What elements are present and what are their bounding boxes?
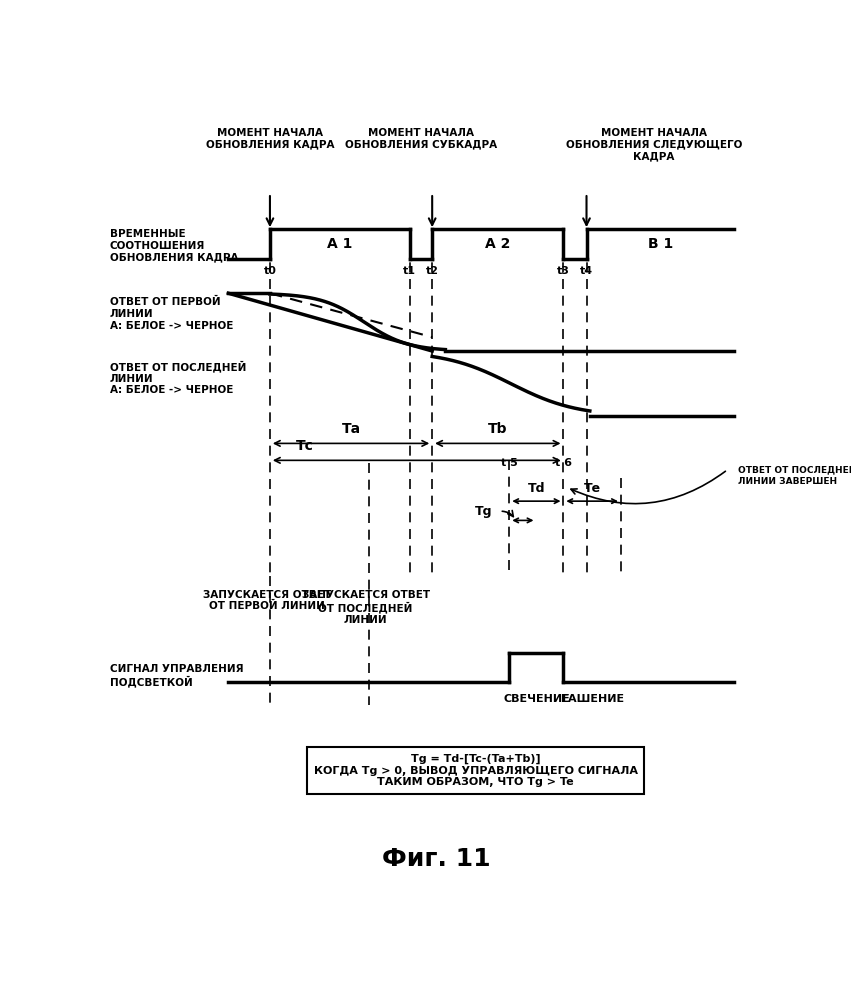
Text: Фиг. 11: Фиг. 11 bbox=[382, 847, 490, 871]
Text: МОМЕНТ НАЧАЛА
ОБНОВЛЕНИЯ СУБКАДРА: МОМЕНТ НАЧАЛА ОБНОВЛЕНИЯ СУБКАДРА bbox=[345, 128, 497, 149]
Text: Тg: Тg bbox=[476, 505, 493, 518]
Text: В 1: В 1 bbox=[648, 237, 673, 251]
Text: Тb: Тb bbox=[488, 422, 507, 436]
Text: t4: t4 bbox=[580, 266, 593, 276]
Text: СИГНАЛ УПРАВЛЕНИЯ
ПОДСВЕТКОЙ: СИГНАЛ УПРАВЛЕНИЯ ПОДСВЕТКОЙ bbox=[110, 664, 243, 688]
Text: Тс: Тс bbox=[296, 439, 314, 453]
Text: ОТВЕТ ОТ ПОСЛЕДНЕЙ
ЛИНИИ
А: БЕЛОЕ -> ЧЕРНОЕ: ОТВЕТ ОТ ПОСЛЕДНЕЙ ЛИНИИ А: БЕЛОЕ -> ЧЕР… bbox=[110, 360, 246, 395]
Text: t 5: t 5 bbox=[501, 458, 517, 468]
Text: t2: t2 bbox=[426, 266, 438, 276]
Text: t0: t0 bbox=[264, 266, 277, 276]
Text: t 6: t 6 bbox=[555, 458, 572, 468]
Text: t3: t3 bbox=[557, 266, 570, 276]
Text: Тd: Тd bbox=[528, 482, 545, 495]
Text: МОМЕНТ НАЧАЛА
ОБНОВЛЕНИЯ СЛЕДУЮЩЕГО
КАДРА: МОМЕНТ НАЧАЛА ОБНОВЛЕНИЯ СЛЕДУЮЩЕГО КАДР… bbox=[566, 128, 742, 161]
Text: МОМЕНТ НАЧАЛА
ОБНОВЛЕНИЯ КАДРА: МОМЕНТ НАЧАЛА ОБНОВЛЕНИЯ КАДРА bbox=[206, 128, 334, 149]
Text: t1: t1 bbox=[403, 266, 416, 276]
Text: А 1: А 1 bbox=[327, 237, 352, 251]
Text: СВЕЧЕНИЕ: СВЕЧЕНИЕ bbox=[503, 694, 570, 704]
Text: ЗАПУСКАЕТСЯ ОТВЕТ
ОТ ПОСЛЕДНЕЙ
ЛИНИИ: ЗАПУСКАЕТСЯ ОТВЕТ ОТ ПОСЛЕДНЕЙ ЛИНИИ bbox=[301, 590, 430, 625]
Text: Tg = Td-[Tc-(Ta+Tb)]
КОГДА Tg > 0, ВЫВОД УПРАВЛЯЮЩЕГО СИГНАЛА
ТАКИМ ОБРАЗОМ, ЧТО: Tg = Td-[Tc-(Ta+Tb)] КОГДА Tg > 0, ВЫВОД… bbox=[314, 754, 637, 787]
Text: ЗАПУСКАЕТСЯ ОТВЕТ
ОТ ПЕРВОЙ ЛИНИИ: ЗАПУСКАЕТСЯ ОТВЕТ ОТ ПЕРВОЙ ЛИНИИ bbox=[203, 590, 331, 611]
Text: А 2: А 2 bbox=[485, 237, 511, 251]
Text: ОТВЕТ ОТ ПЕРВОЙ
ЛИНИИ
А: БЕЛОЕ -> ЧЕРНОЕ: ОТВЕТ ОТ ПЕРВОЙ ЛИНИИ А: БЕЛОЕ -> ЧЕРНОЕ bbox=[110, 297, 233, 331]
Text: ОТВЕТ ОТ ПОСЛЕДНЕЙ
ЛИНИИ ЗАВЕРШЕН: ОТВЕТ ОТ ПОСЛЕДНЕЙ ЛИНИИ ЗАВЕРШЕН bbox=[738, 465, 851, 486]
Text: ВРЕМЕННЫЕ
СООТНОШЕНИЯ
ОБНОВЛЕНИЯ КАДРА: ВРЕМЕННЫЕ СООТНОШЕНИЯ ОБНОВЛЕНИЯ КАДРА bbox=[110, 229, 238, 262]
Text: Та: Та bbox=[341, 422, 361, 436]
Text: Те: Те bbox=[584, 482, 601, 495]
Text: ГАШЕНИЕ: ГАШЕНИЕ bbox=[561, 694, 624, 704]
